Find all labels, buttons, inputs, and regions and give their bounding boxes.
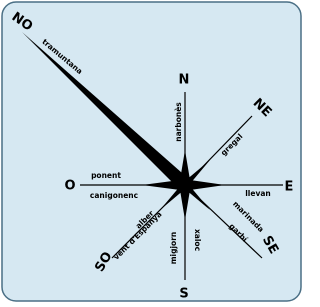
label-o: O bbox=[64, 179, 75, 194]
wind-llevan: llevan bbox=[245, 189, 271, 198]
wind-xaloc: xaloc bbox=[193, 229, 202, 251]
wind-narbones: narbonès bbox=[174, 102, 183, 142]
label-n: N bbox=[179, 73, 190, 88]
wind-migjorn: migjorn bbox=[169, 232, 178, 265]
label-e: E bbox=[285, 180, 294, 195]
wind-ponent: ponent bbox=[91, 171, 121, 180]
wind-canigonenc: canigonenc bbox=[90, 191, 138, 200]
label-s: S bbox=[179, 287, 188, 302]
wind-rose: NO tramuntana N narbonès NE gregal E lle… bbox=[0, 0, 303, 303]
